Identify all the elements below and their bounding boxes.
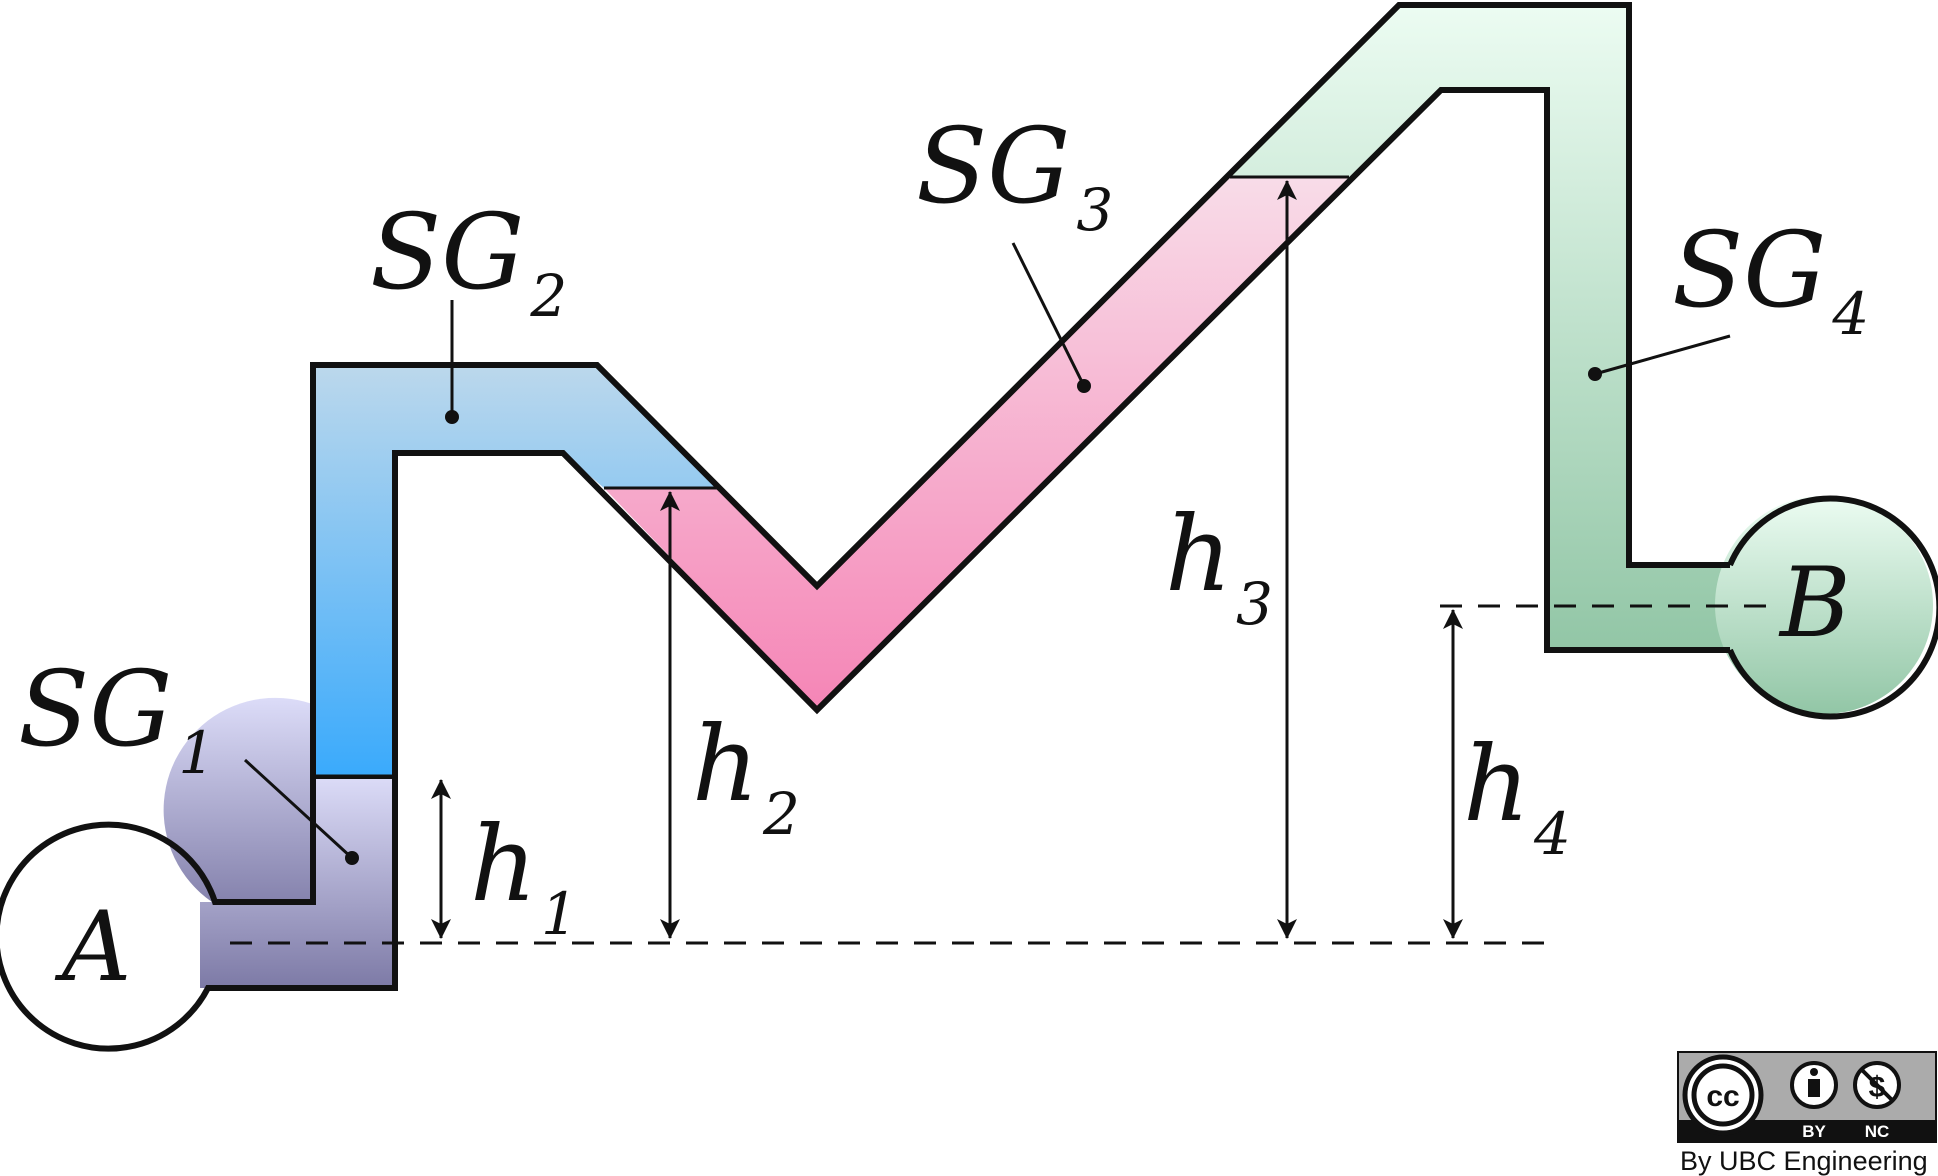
credit-text: By UBC Engineering: [1680, 1146, 1928, 1176]
fluid-sg2-region: [313, 365, 718, 776]
fluid-sg3-region: [604, 177, 1349, 710]
datum-lines: [230, 604, 1770, 945]
svg-text:NC: NC: [1865, 1122, 1890, 1141]
svg-text:BY: BY: [1802, 1122, 1826, 1141]
height-arrows: [431, 180, 1463, 939]
h4-label: h4: [1463, 723, 1571, 868]
h1-label: h1: [470, 803, 578, 948]
fluid-interfaces: [316, 175, 1349, 778]
leader-dots: [345, 367, 1602, 865]
sg2-label: SG 2: [370, 191, 567, 330]
leader-lines: [243, 242, 1731, 860]
point-a-label: A: [54, 891, 131, 1003]
sg3-label: SG 3: [916, 105, 1113, 244]
h3-label: h3: [1165, 493, 1273, 638]
svg-text:cc: cc: [1706, 1080, 1739, 1113]
h2-label: h2: [692, 703, 800, 848]
cc-license-badge: cc $ BY NC: [1677, 1051, 1937, 1143]
fluid-sg4-region: [1230, 5, 1933, 714]
sg4-label: SG 4: [1672, 209, 1869, 348]
point-b-label: B: [1778, 547, 1851, 659]
tube-outline: [310, 1, 1938, 988]
sg1-label: SG 1: [18, 648, 215, 787]
